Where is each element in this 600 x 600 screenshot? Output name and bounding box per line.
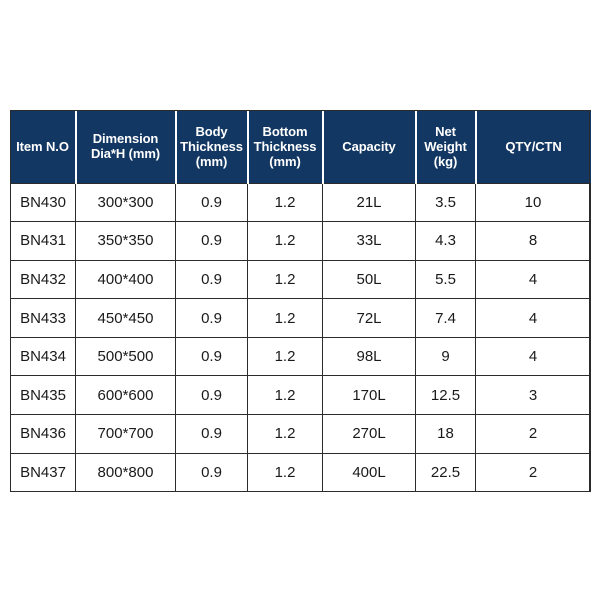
table-row: BN431 350*350 0.9 1.2 33L 4.3 8 xyxy=(10,221,591,261)
cell-capacity: 21L xyxy=(322,182,416,223)
cell-net-weight: 12.5 xyxy=(415,375,476,416)
cell-capacity: 400L xyxy=(322,452,416,493)
cell-item-no: BN437 xyxy=(10,452,76,493)
column-header-item-no-line1: Item N.O xyxy=(16,138,69,154)
column-header-body-thickness: Body Thickness (mm) xyxy=(175,110,249,183)
cell-net-weight: 4.3 xyxy=(415,221,476,261)
column-header-qty-ctn: QTY/CTN xyxy=(475,110,591,183)
cell-capacity: 72L xyxy=(322,298,416,338)
cell-bottom-thickness: 1.2 xyxy=(247,452,323,493)
cell-dimension: 800*800 xyxy=(75,452,176,493)
cell-body-thickness: 0.9 xyxy=(175,182,248,223)
column-header-bottom-thickness-line2: Thickness xyxy=(253,138,317,154)
cell-body-thickness: 0.9 xyxy=(175,221,248,261)
table-row: BN437 800*800 0.9 1.2 400L 22.5 2 xyxy=(10,452,591,493)
table-body: BN430 300*300 0.9 1.2 21L 3.5 10 BN431 350*350 0.… xyxy=(10,182,591,493)
cell-net-weight: 9 xyxy=(415,336,476,377)
cell-dimension: 450*450 xyxy=(75,298,176,338)
column-header-qty-ctn-line1: QTY/CTN xyxy=(505,138,562,154)
cell-qty-ctn: 4 xyxy=(475,336,591,377)
cell-capacity: 270L xyxy=(322,414,416,454)
cell-bottom-thickness: 1.2 xyxy=(247,414,323,454)
table-row: BN435 600*600 0.9 1.2 170L 12.5 3 xyxy=(10,375,591,416)
specification-table: Item N.O Dimension Dia*H (mm) Body Thick… xyxy=(10,110,591,493)
table-row: BN434 500*500 0.9 1.2 98L 9 4 xyxy=(10,336,591,377)
column-header-dimension: Dimension Dia*H (mm) xyxy=(75,110,177,183)
column-header-net-weight: Net Weight (kg) xyxy=(415,110,477,183)
cell-qty-ctn: 3 xyxy=(475,375,591,416)
cell-bottom-thickness: 1.2 xyxy=(247,375,323,416)
cell-capacity: 170L xyxy=(322,375,416,416)
cell-body-thickness: 0.9 xyxy=(175,336,248,377)
cell-net-weight: 7.4 xyxy=(415,298,476,338)
cell-dimension: 300*300 xyxy=(75,182,176,223)
cell-bottom-thickness: 1.2 xyxy=(247,182,323,223)
cell-body-thickness: 0.9 xyxy=(175,259,248,300)
table-header: Item N.O Dimension Dia*H (mm) Body Thick… xyxy=(10,110,591,183)
column-header-net-weight-line2: Weight xyxy=(424,138,467,154)
column-header-bottom-thickness-line3: (mm) xyxy=(269,153,301,169)
cell-qty-ctn: 10 xyxy=(475,182,591,223)
cell-net-weight: 3.5 xyxy=(415,182,476,223)
cell-bottom-thickness: 1.2 xyxy=(247,298,323,338)
column-header-item-no: Item N.O xyxy=(10,110,77,183)
cell-net-weight: 18 xyxy=(415,414,476,454)
cell-body-thickness: 0.9 xyxy=(175,414,248,454)
cell-capacity: 98L xyxy=(322,336,416,377)
cell-net-weight: 5.5 xyxy=(415,259,476,300)
cell-item-no: BN430 xyxy=(10,182,76,223)
cell-body-thickness: 0.9 xyxy=(175,452,248,493)
table-row: BN430 300*300 0.9 1.2 21L 3.5 10 xyxy=(10,182,591,223)
cell-capacity: 50L xyxy=(322,259,416,300)
column-header-bottom-thickness: Bottom Thickness (mm) xyxy=(247,110,324,183)
column-header-capacity-line1: Capacity xyxy=(342,138,396,154)
cell-qty-ctn: 2 xyxy=(475,452,591,493)
cell-dimension: 700*700 xyxy=(75,414,176,454)
cell-item-no: BN435 xyxy=(10,375,76,416)
cell-item-no: BN436 xyxy=(10,414,76,454)
cell-bottom-thickness: 1.2 xyxy=(247,221,323,261)
column-header-body-thickness-line2: Thickness xyxy=(180,138,243,154)
cell-body-thickness: 0.9 xyxy=(175,298,248,338)
cell-dimension: 600*600 xyxy=(75,375,176,416)
cell-dimension: 400*400 xyxy=(75,259,176,300)
specification-table-container: Item N.O Dimension Dia*H (mm) Body Thick… xyxy=(10,110,591,493)
cell-capacity: 33L xyxy=(322,221,416,261)
table-row: BN433 450*450 0.9 1.2 72L 7.4 4 xyxy=(10,298,591,338)
cell-dimension: 500*500 xyxy=(75,336,176,377)
table-row: BN432 400*400 0.9 1.2 50L 5.5 4 xyxy=(10,259,591,300)
cell-qty-ctn: 4 xyxy=(475,259,591,300)
table-row: BN436 700*700 0.9 1.2 270L 18 2 xyxy=(10,414,591,454)
cell-net-weight: 22.5 xyxy=(415,452,476,493)
cell-bottom-thickness: 1.2 xyxy=(247,336,323,377)
cell-item-no: BN434 xyxy=(10,336,76,377)
cell-qty-ctn: 2 xyxy=(475,414,591,454)
column-header-body-thickness-line3: (mm) xyxy=(195,153,228,169)
column-header-bottom-thickness-line1: Bottom xyxy=(262,123,308,139)
cell-item-no: BN431 xyxy=(10,221,76,261)
cell-item-no: BN433 xyxy=(10,298,76,338)
cell-dimension: 350*350 xyxy=(75,221,176,261)
cell-item-no: BN432 xyxy=(10,259,76,300)
cell-body-thickness: 0.9 xyxy=(175,375,248,416)
cell-qty-ctn: 8 xyxy=(475,221,591,261)
column-header-dimension-line1: Dimension xyxy=(92,131,159,147)
column-header-body-thickness-line1: Body xyxy=(195,123,228,139)
column-header-dimension-line2: Dia*H (mm) xyxy=(90,146,161,162)
cell-qty-ctn: 4 xyxy=(475,298,591,338)
column-header-net-weight-line3: (kg) xyxy=(433,153,458,169)
cell-bottom-thickness: 1.2 xyxy=(247,259,323,300)
column-header-net-weight-line1: Net xyxy=(435,123,456,139)
column-header-capacity: Capacity xyxy=(322,110,417,183)
table-header-row: Item N.O Dimension Dia*H (mm) Body Thick… xyxy=(10,110,591,183)
